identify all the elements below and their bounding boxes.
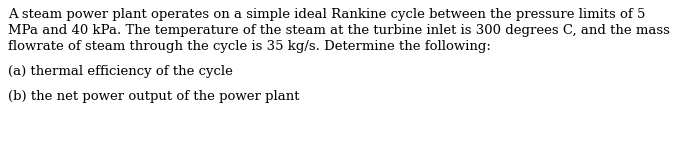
Text: flowrate of steam through the cycle is 35 kg/s. Determine the following:: flowrate of steam through the cycle is 3… xyxy=(8,40,491,53)
Text: MPa and 40 kPa. The temperature of the steam at the turbine inlet is 300 degrees: MPa and 40 kPa. The temperature of the s… xyxy=(8,24,670,37)
Text: A steam power plant operates on a simple ideal Rankine cycle between the pressur: A steam power plant operates on a simple… xyxy=(8,8,645,21)
Text: (a) thermal efficiency of the cycle: (a) thermal efficiency of the cycle xyxy=(8,65,233,78)
Text: (b) the net power output of the power plant: (b) the net power output of the power pl… xyxy=(8,90,299,103)
